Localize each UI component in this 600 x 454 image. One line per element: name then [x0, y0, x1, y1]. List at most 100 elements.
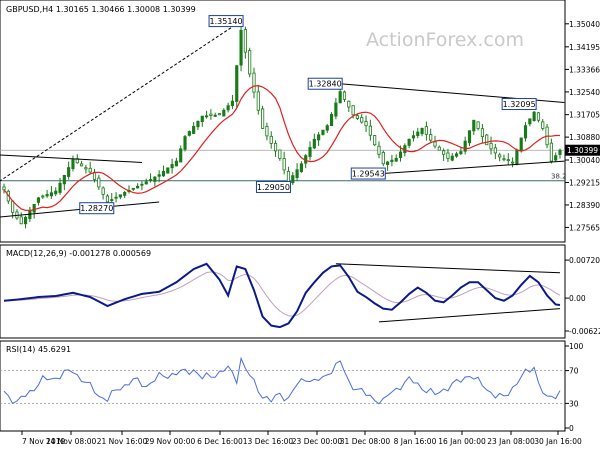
candle — [148, 173, 153, 183]
candle-body — [381, 151, 385, 165]
candle — [523, 122, 528, 142]
candle — [54, 187, 58, 197]
candle-body — [192, 125, 196, 134]
candle — [226, 102, 230, 113]
candle-body — [355, 115, 360, 119]
candle-body — [368, 125, 372, 136]
candle — [558, 148, 562, 159]
candle-body — [80, 163, 84, 167]
candle-body — [360, 117, 364, 123]
annotation-label: 1.32840 — [309, 80, 342, 89]
candle-body — [273, 142, 278, 152]
candle — [381, 150, 385, 167]
trendline — [0, 20, 242, 182]
annotation-label: 1.29050 — [257, 183, 290, 192]
candle — [536, 111, 541, 123]
trendline — [0, 154, 142, 163]
candle — [459, 147, 463, 156]
candle-body — [506, 159, 510, 162]
candle — [411, 130, 416, 142]
candle-body — [62, 174, 66, 185]
candle — [467, 130, 472, 147]
candle-body — [373, 135, 377, 146]
candle-body — [338, 91, 342, 104]
candle — [36, 197, 41, 206]
candle-body — [67, 167, 71, 177]
candle — [136, 183, 140, 189]
y-tick-label: 1.33366 — [569, 65, 600, 74]
candle — [209, 109, 213, 120]
candle-body — [204, 115, 209, 118]
x-tick-label: 23 Dec 00:00 — [292, 437, 343, 446]
candle — [179, 145, 183, 163]
candle-body — [101, 187, 105, 195]
candle — [204, 110, 209, 119]
candle — [174, 157, 178, 167]
price-annotation: 1.28270 — [79, 202, 115, 215]
candle — [157, 170, 161, 183]
candle — [45, 189, 49, 198]
candle-body — [19, 216, 23, 225]
candle-body — [398, 151, 403, 158]
price-box-label: 1.30399 — [567, 146, 598, 155]
candle-body — [110, 199, 114, 201]
candle-body — [433, 141, 437, 147]
candle — [32, 203, 36, 219]
candle-body — [312, 138, 316, 149]
candle — [528, 118, 532, 127]
candle — [321, 129, 325, 136]
macd-trendline — [335, 263, 561, 274]
candle — [144, 178, 148, 185]
candle-body — [45, 194, 49, 197]
candle-body — [54, 190, 58, 195]
candle — [511, 157, 515, 168]
candle — [243, 26, 247, 59]
y-tick-label: 1.30880 — [569, 133, 600, 142]
candle — [317, 131, 321, 147]
candle — [437, 145, 441, 151]
candle-body — [511, 161, 515, 164]
candle — [58, 177, 62, 195]
candle-body — [351, 105, 355, 116]
candle — [230, 94, 235, 110]
x-tick-label: 6 Dec 16:00 — [197, 437, 243, 446]
candle-body — [161, 170, 166, 177]
candle — [364, 115, 368, 133]
main-title: GBPUSD,H4 1.30165 1.30466 1.30008 1.3039… — [6, 5, 196, 14]
candle-body — [136, 185, 140, 189]
candle — [161, 165, 166, 177]
candle — [360, 114, 364, 124]
candle-body — [196, 120, 200, 128]
candle — [273, 140, 278, 157]
candle — [532, 111, 536, 122]
x-tick-label: 14 Nov 08:00 — [46, 437, 97, 446]
candle — [424, 121, 428, 141]
y-tick-label: 1.32540 — [569, 88, 600, 97]
candle — [88, 161, 92, 175]
rsi-panel-frame — [0, 340, 566, 432]
candle — [248, 47, 252, 78]
candle — [252, 67, 256, 99]
candle — [549, 138, 553, 164]
candle-body — [420, 128, 424, 135]
candle — [183, 135, 187, 152]
candle-body — [282, 158, 286, 171]
candle-body — [459, 151, 463, 155]
candle-body — [390, 159, 394, 162]
candle-body — [308, 147, 312, 157]
candle — [446, 148, 450, 163]
candle-body — [394, 157, 398, 162]
candle — [131, 187, 135, 191]
candle — [420, 127, 424, 137]
candle-body — [493, 147, 497, 154]
candle — [407, 138, 411, 149]
candle-body — [32, 203, 36, 213]
x-tick-label: 8 Jan 16:00 — [394, 437, 437, 446]
macd-title: MACD(12,26,9) -0.001278 0.000569 — [6, 249, 151, 258]
candle — [493, 143, 497, 160]
candle — [377, 141, 381, 159]
candle-body — [536, 112, 541, 121]
y-tick-label: 1.31705 — [569, 111, 600, 120]
